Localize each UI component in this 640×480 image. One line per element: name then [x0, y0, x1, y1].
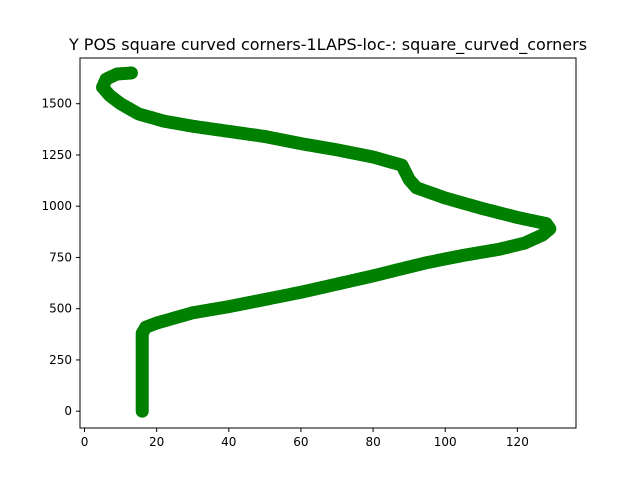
scatter-point [125, 66, 138, 79]
scatter-points [96, 66, 556, 417]
chart-title: Y POS square curved corners-1LAPS-loc-: … [68, 35, 587, 55]
y-tick-label: 750 [49, 250, 72, 264]
x-tick-label: 60 [293, 435, 308, 449]
y-tick-label: 500 [49, 302, 72, 316]
x-tick-label: 80 [365, 435, 380, 449]
y-tick-label: 1000 [41, 199, 72, 213]
x-tick-label: 100 [434, 435, 457, 449]
y-tick-label: 1500 [41, 97, 72, 111]
y-tick-label: 250 [49, 353, 72, 367]
x-tick-label: 120 [506, 435, 529, 449]
y-tick-label: 1250 [41, 148, 72, 162]
x-tick-label: 40 [221, 435, 236, 449]
y-axis: 0 250 500 750 1000 1250 1500 [41, 97, 80, 418]
x-tick-label: 0 [81, 435, 89, 449]
y-tick-label: 0 [64, 404, 72, 418]
x-tick-label: 20 [149, 435, 164, 449]
x-axis: 0 20 40 60 80 100 120 [81, 428, 529, 449]
